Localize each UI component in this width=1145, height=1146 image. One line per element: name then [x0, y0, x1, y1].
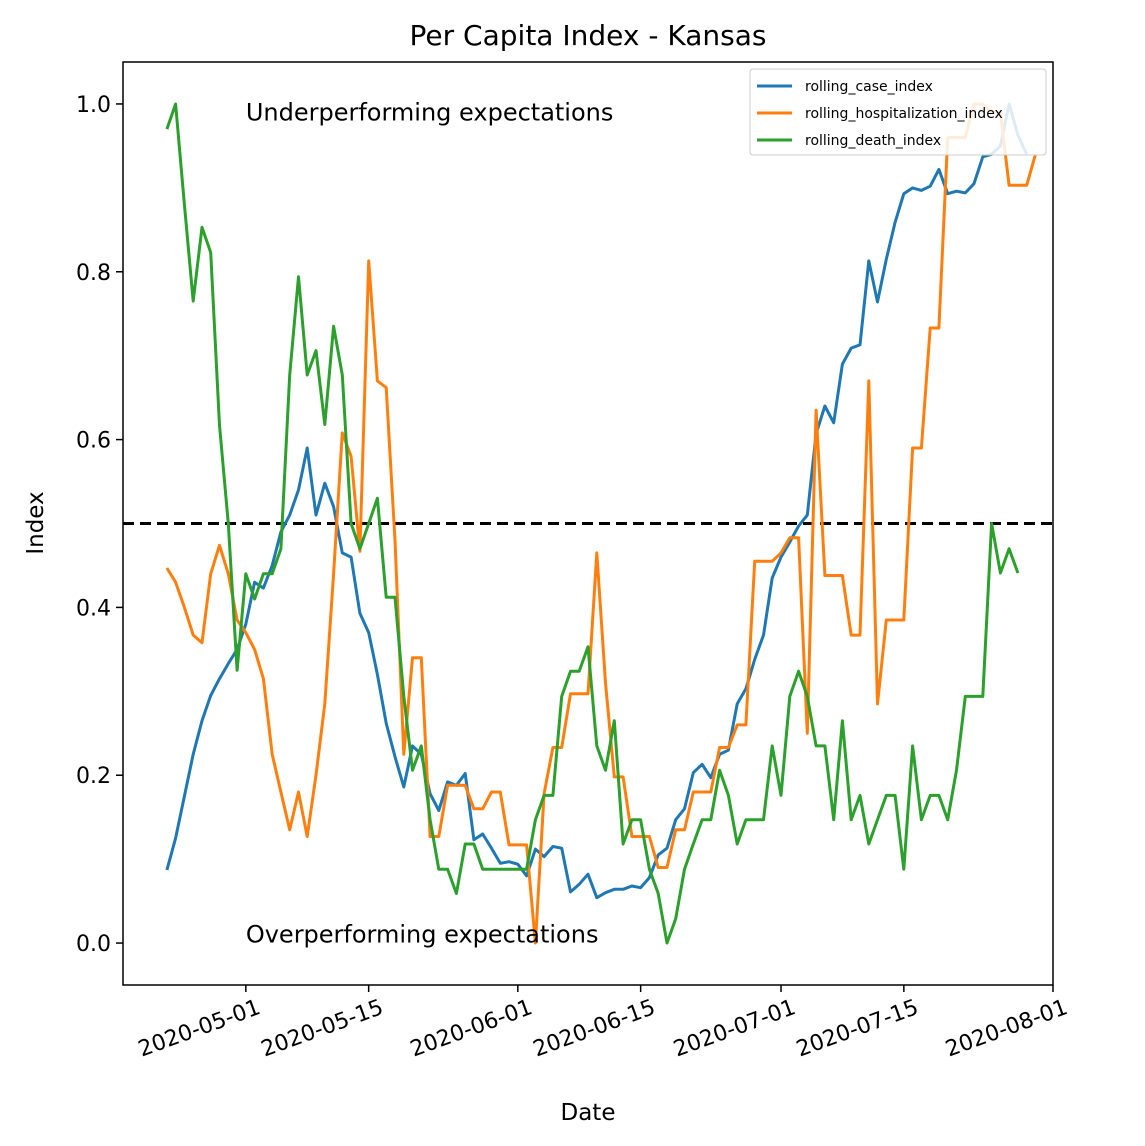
legend-label: rolling_hospitalization_index — [805, 106, 1003, 122]
legend-label: rolling_case_index — [805, 79, 933, 95]
annotation-text: Underperforming expectations — [246, 98, 614, 126]
x-tick-label: 2020-06-01 — [407, 995, 536, 1062]
x-tick-label: 2020-07-01 — [670, 995, 799, 1062]
y-tick-label: 0.0 — [76, 932, 111, 957]
series-line-rolling-case-index — [165, 102, 1029, 900]
x-tick-label: 2020-07-15 — [793, 995, 922, 1062]
annotations: Underperforming expectations Overperformi… — [246, 98, 614, 948]
x-tick-label: 2020-06-15 — [530, 995, 659, 1062]
y-tick-label: 0.4 — [76, 596, 111, 621]
y-axis-label: Index — [23, 491, 49, 554]
y-tick-label: 0.2 — [76, 764, 111, 789]
x-tick-label: 2020-05-01 — [135, 995, 264, 1062]
y-tick-label: 0.8 — [76, 261, 111, 286]
y-axis-ticks: 0.0 0.2 0.4 0.6 0.8 1.0 — [76, 93, 123, 957]
chart-title: Per Capita Index - Kansas — [410, 19, 767, 52]
series-line-rolling-death-index — [165, 102, 1020, 945]
series-line-rolling-hospitalization-index — [165, 102, 1037, 945]
y-tick-label: 0.6 — [76, 429, 111, 454]
legend: rolling_case_index rolling_hospitalizatio… — [749, 68, 1047, 156]
series-group — [165, 102, 1037, 945]
x-axis-label: Date — [561, 1100, 616, 1126]
x-tick-label: 2020-05-15 — [258, 995, 387, 1062]
x-tick-label: 2020-08-01 — [942, 995, 1071, 1062]
legend-label: rolling_death_index — [805, 133, 941, 149]
annotation-text: Overperforming expectations — [246, 921, 599, 949]
y-tick-label: 1.0 — [76, 93, 111, 118]
legend-box — [749, 68, 1047, 156]
